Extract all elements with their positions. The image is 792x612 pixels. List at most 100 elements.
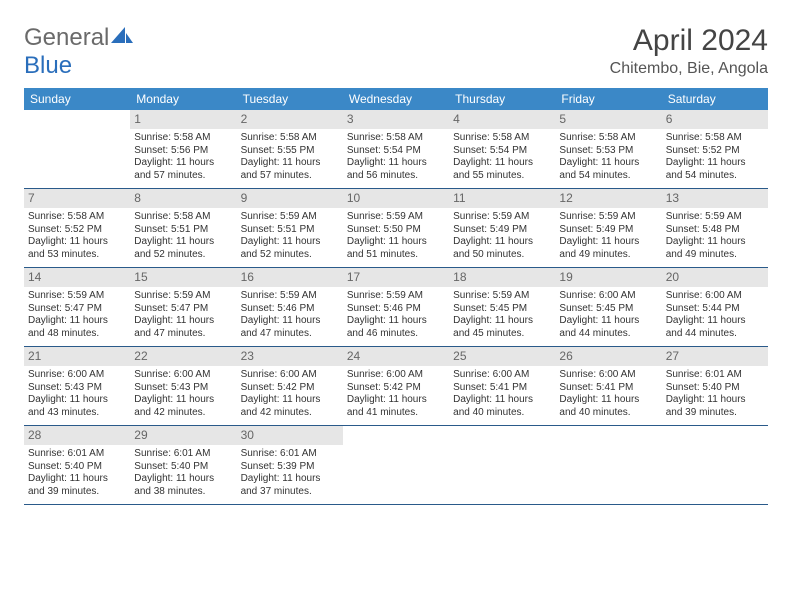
day-number: 2 (237, 110, 343, 129)
calendar-day-empty (449, 426, 555, 504)
daylight-line: Daylight: 11 hours and 55 minutes. (453, 157, 551, 182)
calendar: SundayMondayTuesdayWednesdayThursdayFrid… (24, 88, 768, 505)
daylight-line: Daylight: 11 hours and 47 minutes. (134, 315, 232, 340)
day-number: 4 (449, 110, 555, 129)
day-number: 28 (24, 426, 130, 445)
sunset-line: Sunset: 5:45 PM (559, 303, 657, 316)
calendar-week: 14Sunrise: 5:59 AMSunset: 5:47 PMDayligh… (24, 268, 768, 347)
sunset-line: Sunset: 5:54 PM (347, 145, 445, 158)
sunset-line: Sunset: 5:50 PM (347, 224, 445, 237)
daylight-line: Daylight: 11 hours and 44 minutes. (666, 315, 764, 340)
calendar-day: 29Sunrise: 6:01 AMSunset: 5:40 PMDayligh… (130, 426, 236, 504)
day-number: 6 (662, 110, 768, 129)
day-number: 15 (130, 268, 236, 287)
day-number: 19 (555, 268, 661, 287)
calendar-day-empty (555, 426, 661, 504)
daylight-line: Daylight: 11 hours and 57 minutes. (134, 157, 232, 182)
sunrise-line: Sunrise: 5:58 AM (28, 211, 126, 224)
daylight-line: Daylight: 11 hours and 41 minutes. (347, 394, 445, 419)
sunset-line: Sunset: 5:49 PM (453, 224, 551, 237)
sunset-line: Sunset: 5:41 PM (559, 382, 657, 395)
month-title: April 2024 (610, 24, 768, 58)
weekday-header: Saturday (662, 88, 768, 110)
sunset-line: Sunset: 5:53 PM (559, 145, 657, 158)
day-number: 22 (130, 347, 236, 366)
sunset-line: Sunset: 5:52 PM (666, 145, 764, 158)
weekday-header: Wednesday (343, 88, 449, 110)
sunrise-line: Sunrise: 6:01 AM (28, 448, 126, 461)
sunset-line: Sunset: 5:44 PM (666, 303, 764, 316)
day-number: 7 (24, 189, 130, 208)
header: General Blue April 2024 Chitembo, Bie, A… (24, 24, 768, 80)
weekday-header: Friday (555, 88, 661, 110)
day-number: 3 (343, 110, 449, 129)
sunrise-line: Sunrise: 6:01 AM (241, 448, 339, 461)
day-number: 18 (449, 268, 555, 287)
sunrise-line: Sunrise: 6:00 AM (453, 369, 551, 382)
sunrise-line: Sunrise: 5:58 AM (559, 132, 657, 145)
sunset-line: Sunset: 5:40 PM (134, 461, 232, 474)
calendar-day: 12Sunrise: 5:59 AMSunset: 5:49 PMDayligh… (555, 189, 661, 267)
sunset-line: Sunset: 5:48 PM (666, 224, 764, 237)
calendar-day: 21Sunrise: 6:00 AMSunset: 5:43 PMDayligh… (24, 347, 130, 425)
sunset-line: Sunset: 5:46 PM (347, 303, 445, 316)
sunrise-line: Sunrise: 5:59 AM (347, 290, 445, 303)
day-number: 12 (555, 189, 661, 208)
calendar-day: 18Sunrise: 5:59 AMSunset: 5:45 PMDayligh… (449, 268, 555, 346)
calendar-week: 7Sunrise: 5:58 AMSunset: 5:52 PMDaylight… (24, 189, 768, 268)
daylight-line: Daylight: 11 hours and 40 minutes. (453, 394, 551, 419)
calendar-day: 19Sunrise: 6:00 AMSunset: 5:45 PMDayligh… (555, 268, 661, 346)
calendar-day: 20Sunrise: 6:00 AMSunset: 5:44 PMDayligh… (662, 268, 768, 346)
day-number: 9 (237, 189, 343, 208)
day-number: 27 (662, 347, 768, 366)
brand-sail-icon (111, 24, 133, 52)
sunrise-line: Sunrise: 6:00 AM (347, 369, 445, 382)
day-number: 5 (555, 110, 661, 129)
calendar-day: 1Sunrise: 5:58 AMSunset: 5:56 PMDaylight… (130, 110, 236, 188)
sunrise-line: Sunrise: 5:58 AM (453, 132, 551, 145)
calendar-day: 10Sunrise: 5:59 AMSunset: 5:50 PMDayligh… (343, 189, 449, 267)
weekday-header-row: SundayMondayTuesdayWednesdayThursdayFrid… (24, 88, 768, 110)
sunrise-line: Sunrise: 5:58 AM (666, 132, 764, 145)
sunrise-line: Sunrise: 5:59 AM (559, 211, 657, 224)
sunset-line: Sunset: 5:49 PM (559, 224, 657, 237)
calendar-day: 28Sunrise: 6:01 AMSunset: 5:40 PMDayligh… (24, 426, 130, 504)
sunrise-line: Sunrise: 6:01 AM (666, 369, 764, 382)
daylight-line: Daylight: 11 hours and 52 minutes. (241, 236, 339, 261)
sunrise-line: Sunrise: 5:58 AM (134, 132, 232, 145)
calendar-day: 30Sunrise: 6:01 AMSunset: 5:39 PMDayligh… (237, 426, 343, 504)
daylight-line: Daylight: 11 hours and 47 minutes. (241, 315, 339, 340)
sunrise-line: Sunrise: 5:59 AM (241, 211, 339, 224)
calendar-day: 3Sunrise: 5:58 AMSunset: 5:54 PMDaylight… (343, 110, 449, 188)
sunset-line: Sunset: 5:43 PM (28, 382, 126, 395)
daylight-line: Daylight: 11 hours and 39 minutes. (666, 394, 764, 419)
daylight-line: Daylight: 11 hours and 37 minutes. (241, 473, 339, 498)
calendar-day: 11Sunrise: 5:59 AMSunset: 5:49 PMDayligh… (449, 189, 555, 267)
sunset-line: Sunset: 5:45 PM (453, 303, 551, 316)
calendar-day: 17Sunrise: 5:59 AMSunset: 5:46 PMDayligh… (343, 268, 449, 346)
daylight-line: Daylight: 11 hours and 53 minutes. (28, 236, 126, 261)
sunrise-line: Sunrise: 5:58 AM (241, 132, 339, 145)
daylight-line: Daylight: 11 hours and 49 minutes. (666, 236, 764, 261)
sunrise-line: Sunrise: 6:00 AM (28, 369, 126, 382)
sunrise-line: Sunrise: 6:00 AM (241, 369, 339, 382)
brand-logo: General Blue (24, 24, 133, 80)
weekday-header: Tuesday (237, 88, 343, 110)
day-number: 29 (130, 426, 236, 445)
day-number: 14 (24, 268, 130, 287)
calendar-day-empty (662, 426, 768, 504)
brand-part2: Blue (24, 52, 72, 79)
sunrise-line: Sunrise: 5:59 AM (453, 211, 551, 224)
daylight-line: Daylight: 11 hours and 42 minutes. (134, 394, 232, 419)
day-number: 24 (343, 347, 449, 366)
brand-part1: General (24, 24, 109, 51)
calendar-day: 16Sunrise: 5:59 AMSunset: 5:46 PMDayligh… (237, 268, 343, 346)
day-number: 21 (24, 347, 130, 366)
day-number: 30 (237, 426, 343, 445)
daylight-line: Daylight: 11 hours and 40 minutes. (559, 394, 657, 419)
day-number: 11 (449, 189, 555, 208)
day-number: 25 (449, 347, 555, 366)
daylight-line: Daylight: 11 hours and 57 minutes. (241, 157, 339, 182)
sunrise-line: Sunrise: 5:58 AM (134, 211, 232, 224)
calendar-day: 7Sunrise: 5:58 AMSunset: 5:52 PMDaylight… (24, 189, 130, 267)
